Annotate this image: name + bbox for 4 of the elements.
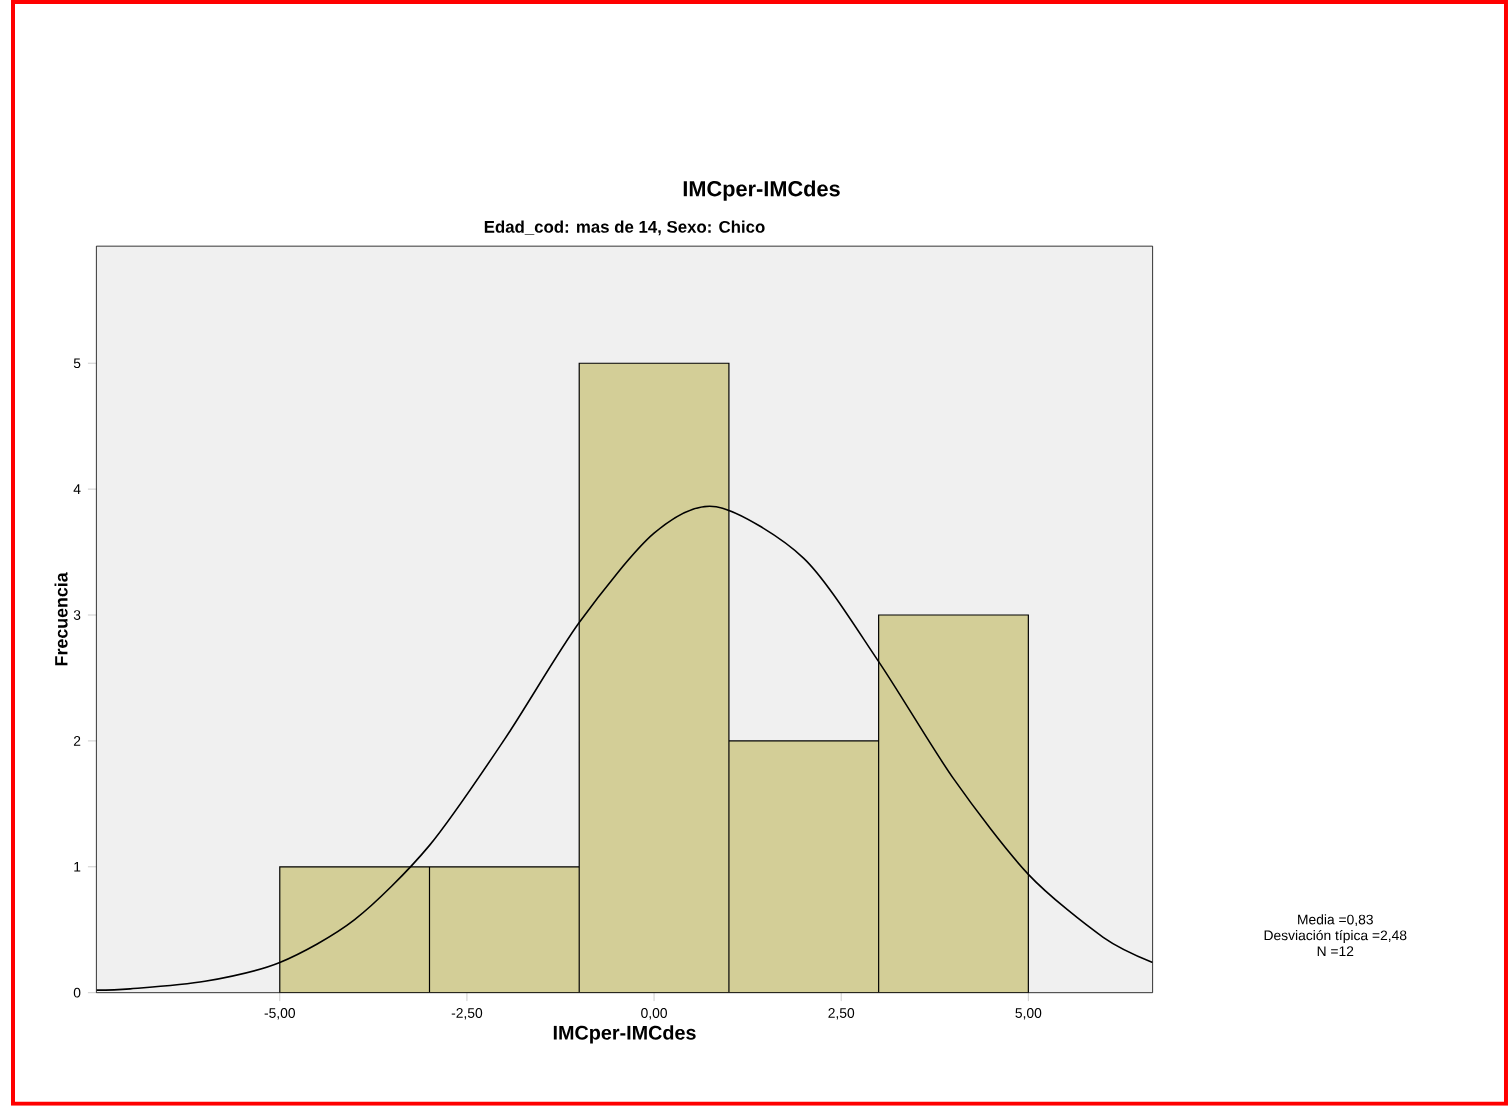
x-axis-title: IMCper-IMCdes — [553, 1025, 696, 1044]
chart-subtitle: Edad_cod: mas de 14, Sexo: Chico — [484, 220, 765, 236]
y-axis-title: Frecuencia — [54, 572, 68, 666]
chart-title: IMCper-IMCdes — [683, 180, 840, 201]
